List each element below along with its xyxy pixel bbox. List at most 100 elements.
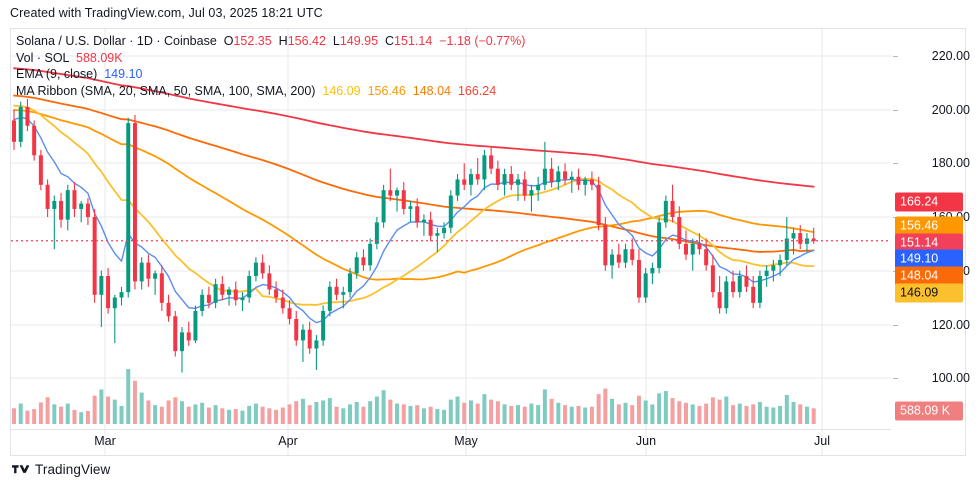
price-value-badge[interactable]: 146.09	[895, 283, 963, 303]
volume-bar	[623, 402, 628, 424]
price-value-badge[interactable]: 156.46	[895, 216, 963, 236]
candle-body	[549, 168, 554, 183]
candle-body	[583, 179, 588, 185]
time-axis-label: Apr	[278, 434, 298, 448]
candle-body	[253, 262, 258, 277]
volume-bar	[670, 398, 675, 424]
price-value-badge[interactable]: 148.04	[895, 266, 963, 286]
volume-bar	[59, 406, 64, 424]
candle-body	[576, 176, 581, 185]
candle-body	[663, 200, 668, 223]
candle-body	[717, 292, 722, 309]
volume-bar	[368, 401, 373, 424]
candle-body	[536, 184, 541, 191]
volume-bar	[509, 405, 514, 424]
candle-body	[495, 168, 500, 185]
volume-bar	[475, 403, 480, 424]
price-tick-mark	[893, 325, 898, 326]
price-axis[interactable]: 220.00200.00180.00160.00140.00120.00100.…	[893, 29, 976, 455]
candle-body	[274, 289, 279, 298]
candle-body	[684, 243, 688, 255]
price-tick-mark	[893, 378, 898, 379]
candle-body	[623, 249, 628, 263]
candle-body	[193, 310, 198, 341]
volume-bar	[146, 400, 151, 424]
volume-bar	[327, 398, 332, 424]
candle-body	[791, 233, 796, 239]
candle-body	[542, 168, 547, 185]
candle-body	[267, 273, 272, 290]
candle-body	[354, 257, 359, 274]
candle-body	[106, 276, 111, 309]
candle-body	[240, 297, 245, 301]
candle-body	[784, 238, 789, 260]
volume-bar	[764, 406, 769, 424]
candle-body	[200, 294, 205, 311]
volume-bar	[468, 400, 473, 424]
candle-body	[724, 281, 729, 309]
candle-body	[516, 179, 520, 185]
candle-body	[220, 284, 225, 295]
volume-bar	[314, 402, 319, 424]
volume-bar	[153, 405, 158, 424]
price-value-badge[interactable]: 166.24	[895, 192, 963, 212]
volume-bar	[159, 406, 164, 424]
candle-body	[482, 155, 487, 180]
price-plot-area[interactable]	[11, 29, 891, 455]
volume-bar	[603, 388, 608, 424]
volume-bar	[206, 407, 211, 424]
price-value-badge[interactable]: 149.10	[895, 249, 963, 269]
price-value-badge[interactable]: 151.14	[895, 233, 963, 253]
candle-body	[260, 262, 265, 274]
candle-body	[798, 233, 803, 244]
volume-bar	[227, 409, 232, 424]
candle-body	[374, 222, 379, 244]
candle-body	[811, 238, 816, 242]
price-tick-mark	[893, 163, 898, 164]
candle-body	[395, 190, 400, 196]
volume-bar	[563, 405, 568, 424]
volume-bar	[529, 403, 534, 424]
volume-bar	[106, 396, 111, 424]
volume-bar	[791, 402, 796, 424]
candle-body	[522, 179, 527, 196]
sma200-line	[13, 67, 815, 188]
volume-bar	[79, 412, 84, 424]
price-tick-label: 180.00	[931, 156, 970, 170]
volume-bar	[388, 399, 393, 424]
candle-body	[65, 190, 70, 220]
candle-body	[361, 257, 366, 266]
volume-bar	[751, 404, 756, 424]
volume-bar	[294, 401, 299, 424]
candle-body	[757, 276, 762, 303]
time-axis[interactable]: Mar Apr May Jun Jul	[11, 429, 891, 456]
price-value-badge[interactable]: 588.09 K	[895, 401, 963, 421]
volume-bar	[348, 404, 352, 424]
candle-body	[18, 106, 23, 142]
candle-body	[206, 294, 211, 303]
volume-bar	[549, 398, 554, 424]
candle-body	[448, 195, 453, 228]
candle-body	[650, 267, 655, 274]
candle-body	[421, 219, 426, 223]
volume-bar	[804, 406, 809, 424]
volume-bar	[798, 404, 803, 424]
candle-body	[173, 316, 178, 352]
volume-bar	[771, 407, 776, 424]
candle-body	[32, 125, 37, 156]
candle-body	[159, 273, 164, 303]
candle-body	[233, 289, 238, 301]
candle-body	[731, 281, 736, 293]
volume-bar	[684, 402, 688, 424]
volume-bar	[200, 402, 205, 424]
volume-bar	[267, 408, 272, 424]
volume-bar	[395, 403, 400, 424]
candle-body	[280, 297, 285, 309]
candle-body	[657, 222, 662, 268]
tradingview-logo-icon	[12, 464, 29, 473]
volume-bar	[435, 409, 440, 424]
volume-bar	[650, 404, 655, 424]
candle-body	[126, 123, 131, 293]
volume-bar	[630, 405, 635, 424]
volume-bar	[52, 404, 57, 424]
